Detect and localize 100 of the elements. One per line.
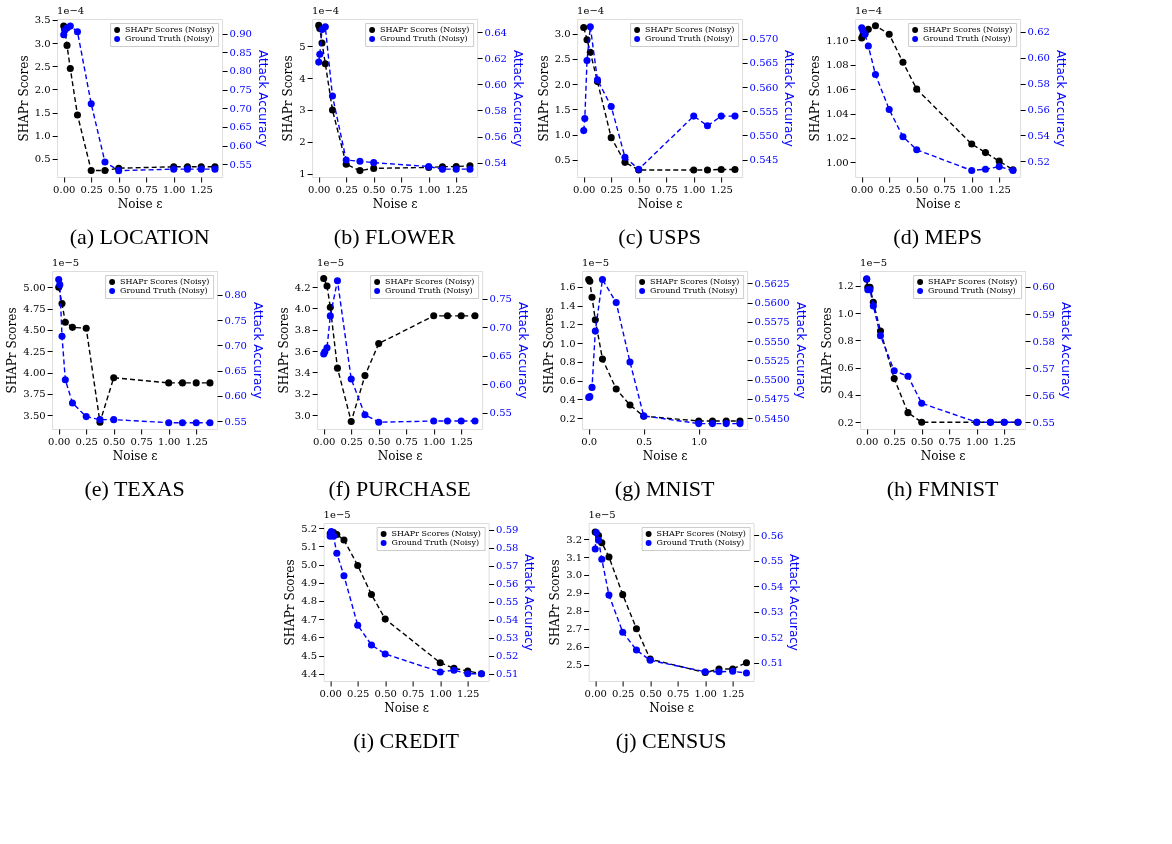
y2-tick-label: 0.5600 [754,297,790,309]
y-tick-label: 0.5 [554,154,571,166]
x-axis-title: Noise ε [920,448,966,463]
y-tick-label: 4.9 [301,577,318,589]
legend-label: Ground Truth (Noisy) [380,34,468,43]
x-tick-label: 0.50 [374,687,397,699]
y2-tick-label: 0.56 [1027,104,1050,116]
y-tick-label: 3.8 [294,324,311,336]
y2-tick-label: 0.60 [489,378,512,390]
y-tick-label: 2.8 [566,605,583,617]
x-tick-label: 1.00 [961,183,984,195]
y2-tick-label: 0.560 [749,81,779,93]
legend-label: SHAPr Scores (Noisy) [650,277,740,286]
x-axis-title: Noise ε [117,196,163,211]
x-tick-label: 0.75 [938,435,961,447]
y2-tick-label: 0.75 [224,314,247,326]
x-tick-label: 1.25 [185,435,208,447]
y-tick-label: 2.5 [566,659,583,671]
y2-tick-label: 0.59 [496,524,519,536]
text: (e) TEXAS [84,476,185,501]
y-tick-label: 3.1 [566,551,583,563]
y2-axis-title: Attack Accuracy [250,302,265,399]
y2-tick-label: 0.56 [496,578,519,590]
y2-tick-label: 0.5550 [754,335,790,347]
y-tick-label: 0.8 [837,334,854,346]
x-tick-label: 0.25 [600,183,623,195]
x-tick-label: 1.25 [450,435,473,447]
legend-label: SHAPr Scores (Noisy) [380,25,470,34]
y2-tick-label: 0.85 [229,46,252,58]
legend-label: Ground Truth (Noisy) [650,286,738,295]
y-tick-label: 4.50 [23,324,46,336]
y2-tick-label: 0.54 [1027,129,1050,141]
x-tick-label: 1.25 [445,183,468,195]
y2-tick-label: 0.90 [229,28,252,40]
y-axis-title: SHAPr Scores [276,307,291,394]
x-tick-label: 0.50 [639,687,662,699]
text: 1e−4 [57,5,85,16]
y2-tick-label: 0.55 [496,596,519,608]
y2-tick-label: 0.58 [1027,78,1050,90]
x-tick-label: 0.50 [103,435,126,447]
y2-tick-label: 0.65 [489,350,512,362]
y2-tick-label: 0.57 [1032,362,1055,374]
y2-tick-label: 0.550 [749,129,779,141]
y2-tick-label: 0.5575 [754,316,790,328]
x-tick-label: 0.25 [335,183,358,195]
y-axis-title: SHAPr Scores [536,55,551,142]
y-tick-label: 1.5 [554,103,571,115]
y-tick-label: 2 [299,136,306,148]
y-tick-label: 0.4 [837,389,854,401]
y-tick-label: 4.8 [301,595,318,607]
y-tick-label: 2.6 [566,641,583,653]
text: 1e−5 [52,257,80,268]
y-tick-label: 4.25 [23,345,46,357]
y2-tick-label: 0.54 [496,614,519,626]
y2-tick-label: 0.80 [224,289,247,301]
y2-tick-label: 0.55 [489,407,512,419]
y2-axis-title: Attack Accuracy [1058,302,1073,399]
y2-axis-title: Attack Accuracy [793,302,808,399]
y-tick-label: 2.5 [554,53,571,65]
x-tick-label: 1.00 [158,435,181,447]
y-axis-title: SHAPr Scores [5,307,20,394]
y-tick-label: 2.7 [566,623,583,635]
x-tick-label: 0.50 [911,435,934,447]
y-tick-label: 3.6 [294,345,311,357]
y-tick-label: 1.5 [34,107,51,119]
x-axis-title: Noise ε [112,448,158,463]
y-tick-label: 5 [299,40,306,52]
y2-axis-title: Attack Accuracy [515,302,530,399]
legend-label: Ground Truth (Noisy) [923,34,1011,43]
y-tick-label: 4.0 [294,302,311,314]
text: (i) CREDIT [353,728,460,753]
y2-tick-label: 0.60 [224,390,247,402]
y-tick-label: 1 [299,168,306,180]
text: (h) FMNIST [886,476,1000,501]
y-tick-label: 4.5 [301,650,318,662]
y-axis-title: SHAPr Scores [819,307,834,394]
y2-tick-label: 0.60 [1032,281,1055,293]
y-tick-label: 1.00 [826,156,849,168]
y-tick-label: 1.0 [554,129,571,141]
y-tick-label: 2.0 [34,83,51,95]
y2-tick-label: 0.62 [484,52,507,64]
x-tick-label: 0.25 [878,183,901,195]
y-tick-label: 3.0 [566,569,583,581]
x-tick-label: 0.5 [636,435,653,447]
y-tick-label: 1.0 [34,130,51,142]
y-tick-label: 1.08 [826,59,849,71]
x-tick-label: 0.75 [395,435,418,447]
x-tick-label: 1.25 [457,687,480,699]
legend-label: Ground Truth (Noisy) [125,34,213,43]
y2-tick-label: 0.70 [224,339,247,351]
y-tick-label: 3.2 [566,533,583,545]
y2-tick-label: 0.55 [229,158,252,170]
y-tick-label: 3.0 [294,409,311,421]
y-tick-label: 4.6 [301,631,318,643]
y-tick-label: 5.1 [301,540,318,552]
x-tick-label: 0.75 [655,183,678,195]
y-tick-label: 5.2 [301,522,318,534]
y-tick-label: 2.0 [554,78,571,90]
y-tick-label: 1.2 [559,318,576,330]
y-tick-label: 3.0 [34,37,51,49]
